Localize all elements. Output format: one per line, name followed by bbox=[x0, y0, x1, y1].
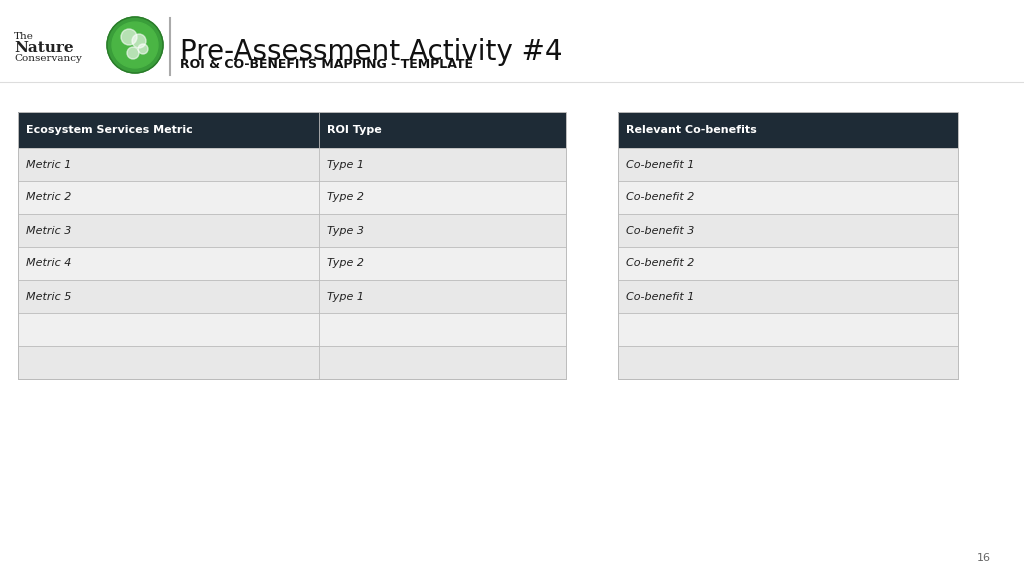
Bar bbox=[319, 181, 566, 214]
Text: Type 2: Type 2 bbox=[328, 259, 365, 268]
Text: Conservancy: Conservancy bbox=[14, 54, 82, 63]
Bar bbox=[319, 247, 566, 280]
Text: Metric 5: Metric 5 bbox=[26, 291, 72, 301]
Circle shape bbox=[112, 22, 158, 68]
Bar bbox=[18, 112, 566, 379]
Bar bbox=[18, 346, 319, 379]
Bar bbox=[18, 181, 319, 214]
Text: Co-benefit 1: Co-benefit 1 bbox=[626, 160, 694, 169]
Bar bbox=[618, 346, 958, 379]
Text: Co-benefit 2: Co-benefit 2 bbox=[626, 192, 694, 203]
Bar bbox=[18, 313, 319, 346]
Circle shape bbox=[132, 34, 146, 48]
Bar bbox=[618, 280, 958, 313]
Bar bbox=[18, 214, 319, 247]
Text: The: The bbox=[14, 32, 34, 41]
Text: Metric 1: Metric 1 bbox=[26, 160, 72, 169]
Circle shape bbox=[127, 47, 139, 59]
Text: Metric 4: Metric 4 bbox=[26, 259, 72, 268]
Text: Pre-Assessment Activity #4: Pre-Assessment Activity #4 bbox=[180, 38, 562, 66]
Circle shape bbox=[138, 44, 148, 54]
Bar bbox=[18, 247, 319, 280]
Text: Nature: Nature bbox=[14, 41, 74, 55]
Text: Type 1: Type 1 bbox=[328, 160, 365, 169]
Text: Ecosystem Services Metric: Ecosystem Services Metric bbox=[26, 125, 193, 135]
Bar bbox=[319, 112, 566, 148]
Bar bbox=[319, 148, 566, 181]
Bar bbox=[618, 247, 958, 280]
Bar bbox=[319, 214, 566, 247]
Text: Type 1: Type 1 bbox=[328, 291, 365, 301]
Bar bbox=[319, 346, 566, 379]
Bar bbox=[618, 313, 958, 346]
Bar bbox=[18, 112, 319, 148]
Text: Metric 3: Metric 3 bbox=[26, 225, 72, 236]
Text: Relevant Co-benefits: Relevant Co-benefits bbox=[626, 125, 757, 135]
Text: Type 2: Type 2 bbox=[328, 192, 365, 203]
Circle shape bbox=[106, 17, 163, 73]
Text: Co-benefit 3: Co-benefit 3 bbox=[626, 225, 694, 236]
Text: Metric 2: Metric 2 bbox=[26, 192, 72, 203]
Text: 16: 16 bbox=[977, 553, 991, 563]
Text: Type 3: Type 3 bbox=[328, 225, 365, 236]
Circle shape bbox=[121, 29, 137, 45]
Bar bbox=[319, 313, 566, 346]
Text: ROI & CO-BENEFITS MAPPING - TEMPLATE: ROI & CO-BENEFITS MAPPING - TEMPLATE bbox=[180, 58, 473, 71]
Bar bbox=[319, 280, 566, 313]
Bar bbox=[618, 112, 958, 379]
Bar bbox=[618, 112, 958, 148]
Bar bbox=[618, 148, 958, 181]
Text: Co-benefit 1: Co-benefit 1 bbox=[626, 291, 694, 301]
Text: Co-benefit 2: Co-benefit 2 bbox=[626, 259, 694, 268]
Bar bbox=[18, 148, 319, 181]
Bar bbox=[618, 214, 958, 247]
Bar bbox=[618, 181, 958, 214]
Text: ROI Type: ROI Type bbox=[328, 125, 382, 135]
Bar bbox=[18, 280, 319, 313]
